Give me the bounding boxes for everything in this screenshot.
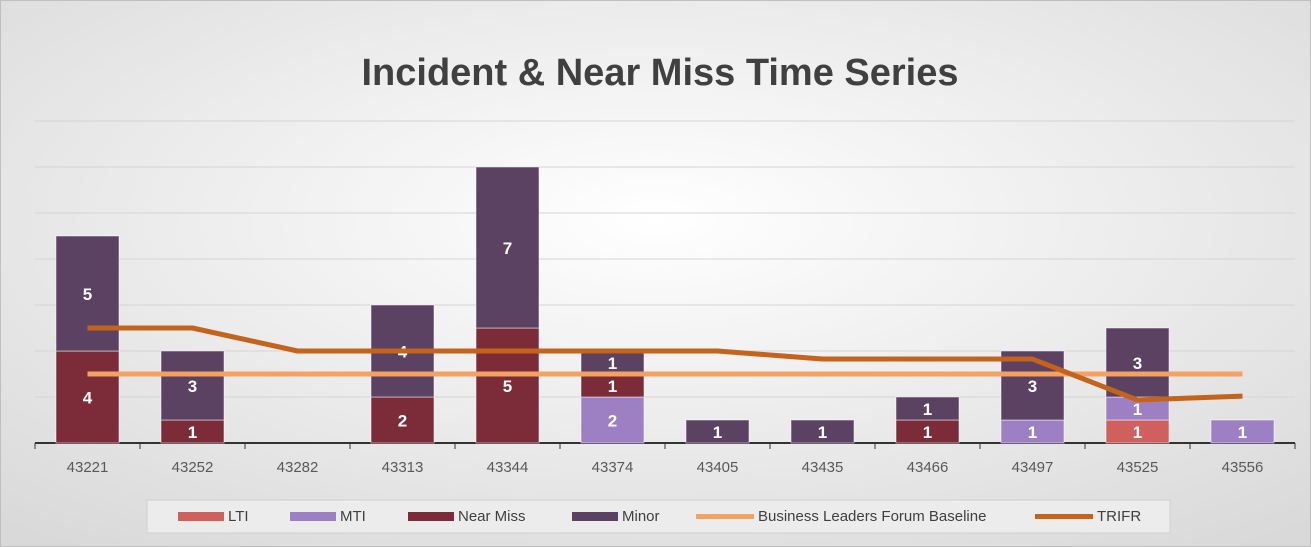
legend-label: TRIFR (1097, 508, 1141, 525)
data-label: 1 (188, 423, 197, 442)
legend-swatch (572, 512, 618, 521)
legend-label: Business Leaders Forum Baseline (758, 508, 986, 525)
bar-segment (1000, 350, 1065, 421)
legend-label: MTI (340, 508, 366, 525)
data-label: 3 (1133, 354, 1142, 373)
line-series (87, 325, 1243, 403)
data-label: 1 (923, 423, 932, 442)
bar-segment (370, 396, 435, 444)
legend-label: LTI (228, 508, 249, 525)
bar-segment (1210, 419, 1275, 444)
x-tick-label: 43344 (487, 459, 529, 476)
legend-swatch (408, 512, 454, 521)
data-label: 3 (188, 377, 197, 396)
x-tick-label: 43435 (802, 459, 844, 476)
legend-label: Minor (622, 508, 660, 525)
data-label: 1 (608, 354, 617, 373)
bar-segment (55, 350, 120, 444)
x-tick-label: 43525 (1117, 459, 1159, 476)
legend-swatch (178, 512, 224, 521)
legend-label: Near Miss (458, 508, 526, 525)
x-tick-label: 43374 (592, 459, 634, 476)
bar-segment (475, 327, 540, 444)
bar-segment (685, 419, 750, 444)
bar-segment (895, 396, 960, 421)
data-label: 1 (1133, 423, 1142, 442)
x-tick-label: 43282 (277, 459, 319, 476)
data-label: 5 (503, 377, 512, 396)
chart-title: Incident & Near Miss Time Series (362, 52, 959, 94)
data-label: 1 (818, 423, 827, 442)
data-label: 1 (923, 400, 932, 419)
data-label: 5 (83, 285, 92, 304)
data-label: 1 (1238, 423, 1247, 442)
data-label: 1 (713, 423, 722, 442)
data-label: 1 (608, 377, 617, 396)
x-tick-label: 43497 (1012, 459, 1054, 476)
x-tick-label: 43313 (382, 459, 424, 476)
data-label: 3 (1028, 377, 1037, 396)
bar-segment (1105, 327, 1170, 398)
data-label: 1 (1133, 400, 1142, 419)
bar-segment (160, 350, 225, 421)
bar-segment (55, 235, 120, 352)
data-label: 4 (83, 388, 93, 407)
bar-segment (790, 419, 855, 444)
x-tick-label: 43466 (907, 459, 949, 476)
x-tick-label: 43556 (1222, 459, 1264, 476)
x-tick-label: 43252 (172, 459, 214, 476)
x-tick-label: 43405 (697, 459, 739, 476)
bar-segment (475, 166, 540, 329)
data-label: 2 (608, 411, 617, 430)
data-label: 7 (503, 239, 512, 258)
data-label: 2 (398, 411, 407, 430)
legend-swatch (290, 512, 336, 521)
x-tick-label: 43221 (67, 459, 109, 476)
data-label: 1 (1028, 423, 1037, 442)
